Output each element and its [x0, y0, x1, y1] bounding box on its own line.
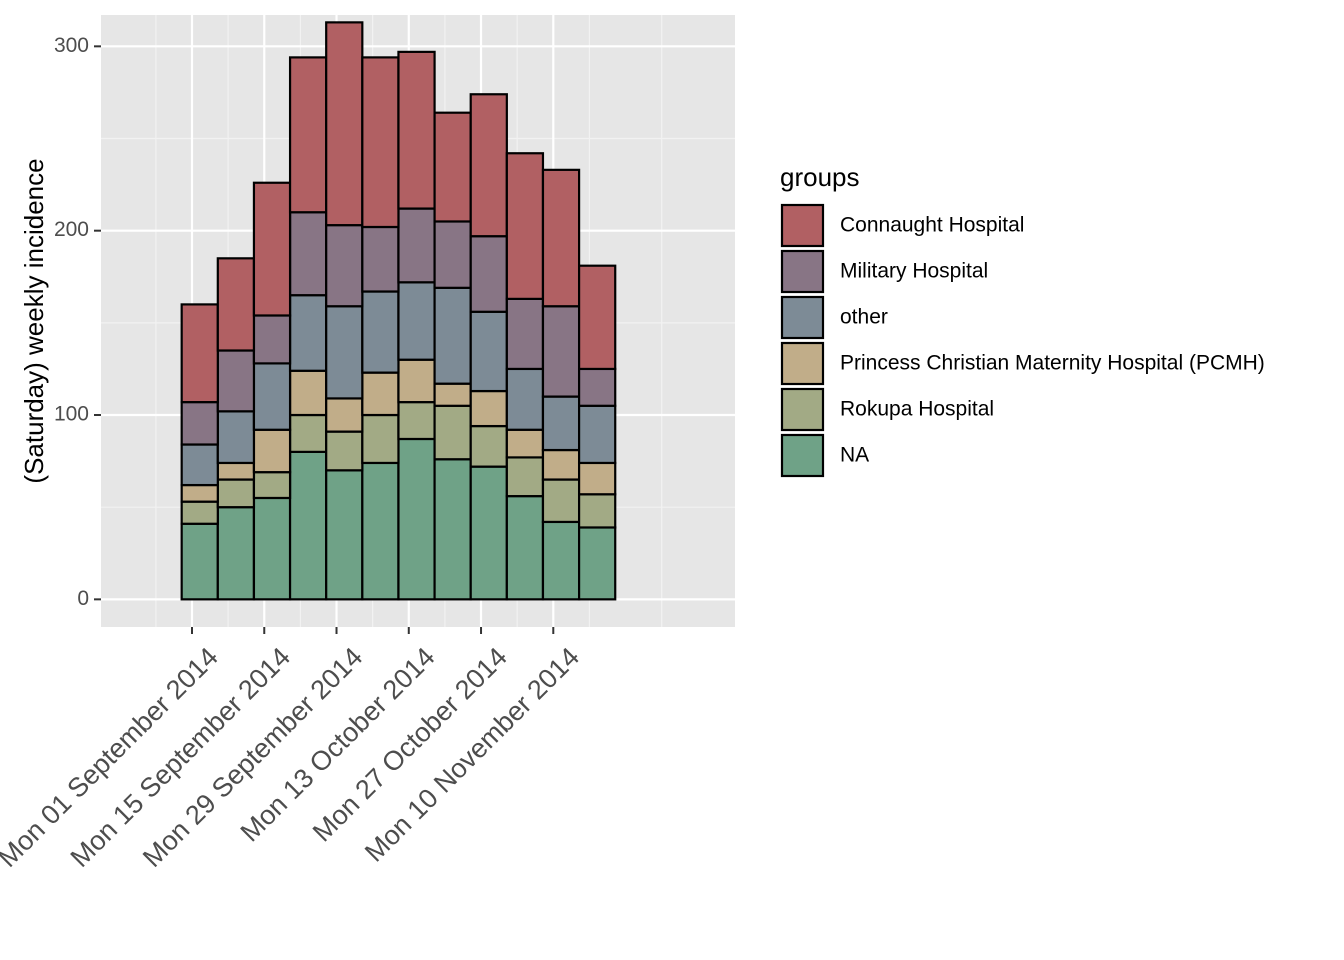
- bar-segment: [216, 410, 256, 465]
- legend: groups Connaught Hospital Military Hospit…: [780, 162, 1265, 478]
- bar-segment: [361, 371, 400, 417]
- bar-segment: [505, 152, 545, 300]
- bar-segment: [541, 395, 581, 452]
- bar-segment: [469, 235, 508, 313]
- bar-segment: [577, 526, 617, 601]
- legend-key: [780, 295, 825, 340]
- bar-segment: [361, 461, 400, 601]
- bar-segment: [397, 50, 436, 210]
- bar-segment: [216, 461, 256, 481]
- legend-entry-label: other: [840, 306, 888, 329]
- legend-key: [780, 249, 825, 294]
- bar-segment: [325, 430, 364, 472]
- y-axis: 0 100 200 300: [54, 34, 101, 610]
- bar-segment: [433, 382, 472, 407]
- bar-segment: [505, 297, 545, 371]
- bar-segment: [577, 461, 617, 496]
- bar-segment: [288, 56, 328, 214]
- bar-segment: [541, 478, 581, 524]
- y-tick-label: 300: [54, 34, 89, 57]
- bar-segment: [505, 495, 545, 601]
- bar-segment: [252, 314, 292, 365]
- bar-segment: [541, 520, 581, 601]
- bar-segment: [252, 428, 292, 474]
- bar-segment: [541, 448, 581, 481]
- legend-entry-label: Rokupa Hospital: [840, 398, 994, 421]
- y-tick-label: 100: [54, 403, 89, 426]
- bar-segment: [252, 471, 292, 500]
- legend-entry-label: Connaught Hospital: [840, 214, 1024, 237]
- legend-entry-label: Military Hospital: [840, 260, 988, 283]
- bar-segment: [180, 500, 219, 525]
- y-tick-label: 200: [54, 218, 89, 241]
- bar-segment: [397, 207, 436, 284]
- bar-segment: [469, 93, 508, 238]
- bar-segment: [325, 21, 364, 227]
- bar-segment: [469, 465, 508, 601]
- bar-segment: [577, 493, 617, 529]
- bar-segment: [577, 367, 617, 407]
- legend-title: groups: [780, 162, 860, 192]
- bar-segment: [577, 404, 617, 465]
- bar-segment: [361, 56, 400, 229]
- bar-segment: [397, 358, 436, 404]
- bar-segment: [433, 111, 472, 223]
- bar-segment: [216, 257, 256, 352]
- bar-segment: [180, 522, 219, 601]
- bar-segment: [469, 310, 508, 393]
- bar-segment: [325, 397, 364, 433]
- legend-entry-label: NA: [840, 444, 869, 467]
- bar-segment: [361, 413, 400, 465]
- bar-segment: [180, 401, 219, 446]
- bar-segment: [433, 404, 472, 461]
- bar-segment: [216, 478, 256, 509]
- bar-segment: [505, 456, 545, 498]
- bar-segment: [361, 290, 400, 374]
- bar-segment: [288, 413, 328, 453]
- bar-segment: [252, 362, 292, 431]
- legend-key: [780, 387, 825, 432]
- bar-segment: [288, 294, 328, 372]
- bar-segment: [433, 458, 472, 601]
- bar-segment: [180, 443, 219, 487]
- bar-segment: [288, 450, 328, 601]
- y-tick-label: 0: [77, 587, 89, 610]
- y-axis-label: (Saturday) weekly incidence: [19, 158, 49, 483]
- bar-segment: [397, 281, 436, 361]
- legend-entry-label: Princess Christian Maternity Hospital (P…: [840, 352, 1265, 375]
- bar-segment: [397, 437, 436, 601]
- bar-segment: [288, 369, 328, 417]
- bar-segment: [252, 181, 292, 317]
- bar-segment: [433, 286, 472, 385]
- bar-segment: [469, 424, 508, 468]
- bar-segment: [469, 389, 508, 428]
- bar-segment: [433, 220, 472, 289]
- legend-key: [780, 433, 825, 478]
- bar-segment: [541, 168, 581, 308]
- bar-segment: [505, 367, 545, 431]
- bar-segment: [577, 264, 617, 371]
- bar-segment: [325, 305, 364, 400]
- bar-segment: [216, 506, 256, 601]
- bar-segment: [216, 349, 256, 413]
- bar-segment: [505, 428, 545, 459]
- bar-segment: [180, 303, 219, 404]
- bar-segment: [288, 211, 328, 297]
- legend-key: [780, 341, 825, 386]
- bar-segment: [541, 305, 581, 398]
- bar-segment: [325, 224, 364, 308]
- bar-segment: [325, 469, 364, 601]
- bar-segment: [361, 225, 400, 293]
- legend-key: [780, 203, 825, 248]
- bar-segment: [180, 483, 219, 503]
- bar-segment: [252, 496, 292, 601]
- bar-segment: [397, 401, 436, 441]
- bars: [180, 21, 617, 601]
